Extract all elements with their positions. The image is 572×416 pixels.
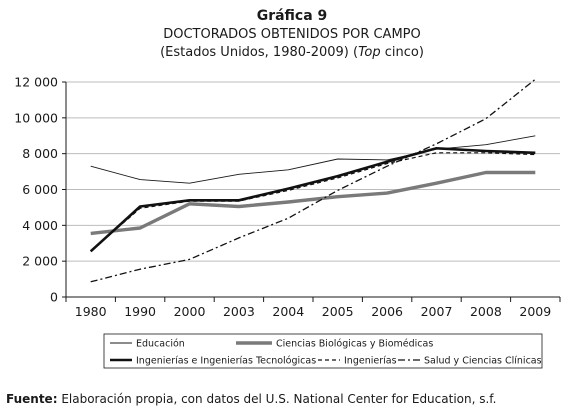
legend-label-0: Educación [136,339,185,350]
source-text: Elaboración propia, con datos del U.S. N… [58,392,497,406]
x-tick-label: 2003 [223,304,255,319]
y-tick-label: 8 000 [22,146,58,161]
series-line-2 [89,147,536,253]
chart-title: DOCTORADOS OBTENIDOS POR CAMPO [163,27,421,42]
series-line-0 [90,135,536,184]
y-tick-label: 0 [50,290,58,305]
legend-label-3: Ingenierías [344,356,397,367]
legend-label-4: Salud y Ciencias Clínicas [424,356,542,367]
y-tick-label: 6 000 [22,182,58,197]
figure-number: Gráfica 9 [257,8,328,24]
series-line-1 [90,170,536,236]
series-line-4 [90,78,536,283]
x-tick-label: 2005 [322,304,354,319]
legend-label-1: Ciencias Biológicas y Biomédicas [276,339,433,350]
legend-box [103,333,543,369]
chart-subtitle-prefix: (Estados Unidos, 1980-2009) ( [160,45,358,60]
chart-subtitle-italic: Top [358,45,381,60]
chart-subtitle-suffix: cinco) [381,45,424,60]
x-tick-label: 1990 [124,304,156,319]
x-tick-label: 2007 [421,304,453,319]
source-note: Fuente: Elaboración propia, con datos de… [6,392,496,406]
y-tick-label: 10 000 [14,110,58,125]
y-tick-labels: 0 2 000 4 000 6 000 8 000 10 000 12 000 [14,75,58,305]
legend: Educación Ciencias Biológicas y Biomédica… [103,333,543,369]
x-tick-label: 2000 [174,304,206,319]
chart-subtitle: (Estados Unidos, 1980-2009) (Top cinco) [160,45,424,60]
x-tick-label: 2009 [519,304,551,319]
series-line-3 [90,152,536,252]
y-tick-label: 12 000 [14,75,58,90]
y-tick-label: 2 000 [22,254,58,269]
series-lines [89,78,536,283]
y-tick-label: 4 000 [22,218,58,233]
x-tick-label: 2008 [470,304,502,319]
x-tick-label: 2004 [272,304,304,319]
axes [62,81,561,302]
x-tick-label: 2006 [371,304,403,319]
source-label: Fuente: [6,392,58,406]
x-tick-labels: 1980 1990 2000 2003 2004 2005 2006 2007 2008 2009 [75,304,551,319]
x-tick-label: 1980 [75,304,107,319]
legend-label-2: Ingenierías e Ingenierías Tecnológicas [136,356,316,367]
